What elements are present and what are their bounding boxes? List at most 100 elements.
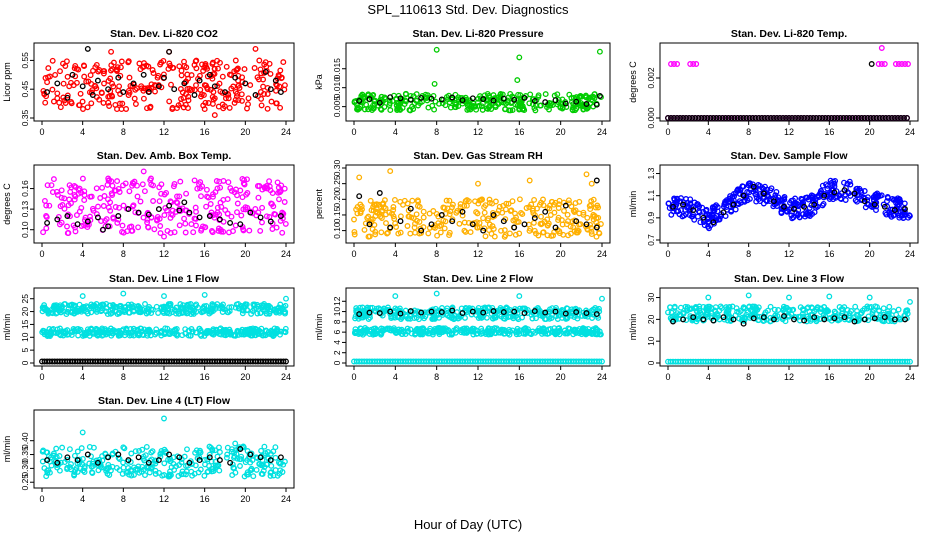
data-point bbox=[753, 198, 760, 205]
data-point bbox=[515, 91, 522, 98]
data-point bbox=[40, 229, 47, 236]
data-point bbox=[202, 329, 209, 336]
data-point bbox=[105, 204, 112, 211]
x-tick-label: 0 bbox=[39, 127, 44, 137]
y-tick-label: 1.3 bbox=[646, 167, 656, 179]
data-point bbox=[752, 115, 759, 121]
data-point bbox=[438, 96, 445, 103]
data-point bbox=[69, 71, 76, 78]
data-point bbox=[267, 469, 274, 476]
data-point bbox=[280, 358, 287, 365]
data-point bbox=[97, 195, 104, 201]
data-point bbox=[789, 307, 796, 314]
data-point bbox=[757, 182, 763, 189]
data-point bbox=[573, 309, 580, 316]
data-point bbox=[351, 216, 357, 223]
data-point bbox=[251, 65, 258, 71]
data-point bbox=[105, 77, 112, 84]
data-point bbox=[80, 62, 87, 69]
data-point bbox=[882, 115, 889, 121]
data-point bbox=[515, 218, 522, 225]
data-point bbox=[185, 332, 192, 339]
data-point bbox=[831, 189, 838, 196]
data-point bbox=[261, 443, 268, 450]
data-point bbox=[588, 231, 595, 238]
x-tick-label: 0 bbox=[39, 372, 44, 382]
data-point bbox=[581, 329, 588, 336]
data-point bbox=[139, 446, 146, 453]
data-point bbox=[810, 115, 817, 121]
data-point bbox=[767, 115, 774, 121]
data-point bbox=[157, 61, 164, 68]
data-point bbox=[858, 115, 865, 121]
data-point bbox=[670, 203, 676, 210]
chart-title: Stan. Dev. Li-820 Temp. bbox=[731, 28, 847, 40]
x-tick-label: 0 bbox=[39, 249, 44, 259]
data-point bbox=[505, 200, 512, 207]
data-point bbox=[170, 183, 177, 190]
data-point bbox=[554, 91, 561, 98]
data-point bbox=[459, 97, 466, 104]
data-point bbox=[420, 328, 427, 335]
data-point bbox=[665, 309, 671, 316]
data-point bbox=[176, 207, 183, 214]
data-point bbox=[257, 227, 264, 234]
data-point bbox=[561, 327, 568, 334]
data-point bbox=[230, 464, 237, 471]
data-point bbox=[59, 444, 66, 451]
data-point bbox=[245, 95, 252, 102]
data-point bbox=[258, 95, 265, 102]
x-tick-label: 24 bbox=[905, 372, 915, 382]
data-point bbox=[588, 202, 594, 208]
data-point bbox=[232, 57, 239, 64]
data-point bbox=[84, 104, 91, 111]
data-point bbox=[277, 460, 283, 467]
data-point bbox=[366, 327, 373, 334]
data-point bbox=[181, 199, 188, 206]
data-point bbox=[182, 229, 189, 236]
data-point bbox=[174, 200, 181, 206]
data-point bbox=[469, 95, 476, 102]
data-point bbox=[895, 61, 902, 67]
data-point bbox=[40, 305, 47, 312]
x-tick-label: 16 bbox=[514, 372, 524, 382]
data-point bbox=[416, 100, 423, 107]
data-point bbox=[780, 206, 787, 213]
x-tick-label: 8 bbox=[121, 494, 126, 504]
data-point bbox=[178, 72, 185, 79]
data-point bbox=[890, 197, 897, 203]
data-point bbox=[358, 330, 365, 337]
data-point bbox=[239, 310, 246, 317]
data-point bbox=[203, 203, 210, 210]
data-point bbox=[425, 104, 432, 111]
data-point bbox=[904, 115, 910, 121]
data-point bbox=[84, 451, 91, 458]
data-point bbox=[555, 325, 562, 332]
data-point bbox=[598, 94, 604, 101]
data-point bbox=[71, 452, 78, 459]
data-point bbox=[380, 305, 387, 312]
data-point bbox=[583, 171, 590, 178]
data-point bbox=[438, 212, 445, 218]
data-point bbox=[867, 115, 874, 121]
data-point bbox=[677, 115, 684, 121]
data-point bbox=[361, 106, 368, 113]
data-point bbox=[698, 115, 705, 121]
x-tick-label: 16 bbox=[200, 494, 210, 504]
data-point bbox=[583, 221, 590, 228]
data-point bbox=[531, 308, 538, 315]
data-point bbox=[151, 226, 158, 233]
data-point bbox=[526, 227, 533, 234]
data-point bbox=[713, 115, 720, 121]
data-point bbox=[516, 196, 523, 203]
data-point bbox=[108, 67, 114, 74]
data-point bbox=[731, 115, 738, 121]
data-point bbox=[244, 448, 251, 454]
data-point bbox=[232, 222, 239, 229]
data-point bbox=[402, 331, 409, 338]
data-point bbox=[271, 211, 278, 217]
data-point bbox=[193, 82, 199, 89]
data-point bbox=[763, 198, 770, 205]
data-point bbox=[179, 468, 186, 475]
data-point bbox=[77, 90, 84, 97]
